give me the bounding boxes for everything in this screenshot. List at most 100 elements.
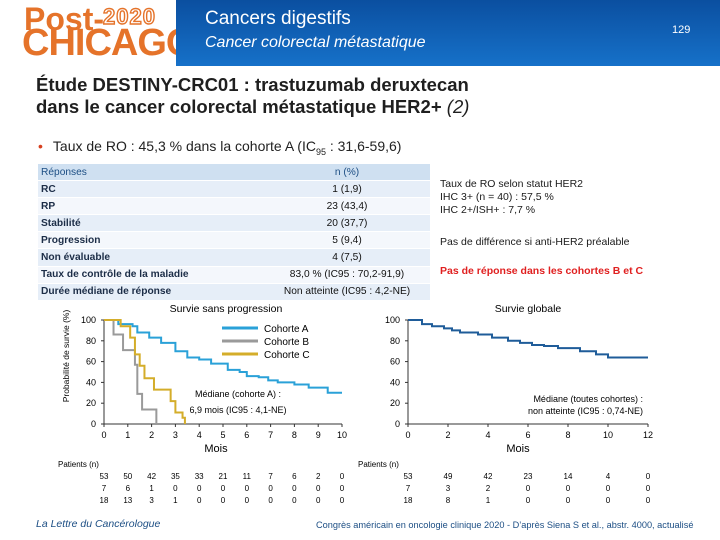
os-x-tick-label: 12 (643, 430, 653, 440)
pfs-risk-value: 13 (123, 496, 132, 505)
pfs-title: Survie sans progression (170, 303, 283, 315)
os-curve-toutes-cohortes (408, 319, 648, 359)
bullet-text-sub: 95 (315, 146, 326, 157)
pfs-risk-value: 0 (316, 496, 321, 505)
table-cell-value: 1 (1,9) (264, 180, 430, 199)
response-table: Réponses n (%) RC 1 (1,9) RP 23 (43,4) Sta… (38, 164, 430, 301)
header-subtitle: Cancer colorectal métastatique (205, 34, 426, 51)
bullet-text-pre: Taux de RO : 45,3 % dans la cohorte A (I… (52, 138, 316, 154)
os-risk-value: 42 (484, 472, 493, 481)
legend-label-cohort-b: Cohorte B (264, 337, 309, 348)
os-risk-value: 7 (406, 484, 411, 493)
pfs-risk-value: 3 (149, 496, 154, 505)
table-cell-value: 5 (9,4) (264, 231, 430, 250)
os-risk-value: 0 (606, 484, 611, 493)
pfs-y-tick-label: 60 (86, 357, 96, 367)
legend-label-cohort-a: Cohorte A (264, 324, 309, 335)
pfs-risk-value: 18 (100, 496, 109, 505)
pfs-patients-label: Patients (n) (58, 460, 99, 469)
pfs-y-tick-label: 40 (86, 377, 96, 387)
pfs-median-line2: 6,9 mois (IC95 : 4,1-NE) (189, 405, 286, 415)
footer-reference: Congrès américain en oncologie clinique … (316, 520, 694, 530)
slide-title-line2-text: dans le cancer colorectal métastatique H… (36, 96, 447, 117)
os-risk-value: 8 (446, 496, 451, 505)
pfs-curve-cohorte-a (104, 319, 342, 394)
logo-year-text: 2020 (102, 4, 156, 29)
os-xlabel: Mois (506, 443, 530, 455)
pfs-x-tick-label: 9 (316, 430, 321, 440)
slide-title-line2: dans le cancer colorectal métastatique H… (36, 96, 469, 118)
pfs-x-tick-label: 0 (101, 430, 106, 440)
pfs-risk-value: 0 (340, 472, 345, 481)
pfs-risk-value: 1 (173, 496, 178, 505)
pfs-risk-value: 0 (316, 484, 321, 493)
pfs-y-tick-label: 100 (81, 315, 96, 325)
pfs-risk-value: 11 (243, 472, 252, 481)
os-x-tick-label: 4 (485, 430, 490, 440)
table-row: Durée médiane de réponse Non atteinte (IC… (38, 283, 430, 301)
pfs-x-tick-label: 3 (173, 430, 178, 440)
pfs-risk-value: 2 (316, 472, 321, 481)
os-patients-label: Patients (n) (358, 460, 399, 469)
table-cell-label: Non évaluable (38, 248, 264, 267)
os-y-tick-label: 80 (390, 336, 400, 346)
pfs-x-tick-label: 8 (292, 430, 297, 440)
os-x-tick-label: 0 (405, 430, 410, 440)
slide-title-suffix: (2) (446, 96, 470, 117)
pfs-median-line1: Médiane (cohorte A) : (195, 389, 281, 399)
pfs-curve-cohorte-c (104, 319, 186, 424)
survival-charts: Survie sans progression Probabilité de s… (58, 303, 653, 505)
os-risk-value: 1 (486, 496, 491, 505)
os-median-line2: non atteinte (IC95 : 0,74-NE) (528, 406, 643, 416)
os-y-tick-label: 40 (390, 377, 400, 387)
pfs-y-tick-label: 0 (91, 419, 96, 429)
os-risk-value: 0 (566, 496, 571, 505)
pfs-risk-value: 0 (340, 484, 345, 493)
os-risk-value: 0 (646, 496, 651, 505)
table-row: RC 1 (1,9) (38, 180, 430, 199)
pfs-risk-value: 7 (102, 484, 107, 493)
table-cell-value: Non atteinte (IC95 : 4,2-NE) (264, 283, 430, 301)
ro-her2-note: Taux de RO selon statut HER2 IHC 3+ (n =… (440, 178, 583, 217)
no-response-note: Pas de réponse dans les cohortes B et C (440, 265, 644, 277)
ro-bullet: • Taux de RO : 45,3 % dans la cohorte A (… (38, 138, 401, 157)
os-risk-value: 3 (446, 484, 451, 493)
os-risk-value: 4 (606, 472, 611, 481)
table-cell-value: 23 (43,4) (264, 197, 430, 216)
ro-note-line2: IHC 3+ (n = 40) : 57,5 % (440, 191, 554, 203)
pfs-xlabel: Mois (204, 443, 228, 455)
pfs-risk-value: 0 (197, 496, 202, 505)
table-cell-label: Stabilité (38, 214, 264, 233)
pfs-risk-value: 21 (219, 472, 228, 481)
pfs-x-tick-label: 4 (197, 430, 202, 440)
pfs-x-tick-label: 5 (220, 430, 225, 440)
pfs-risk-value: 6 (292, 472, 297, 481)
pfs-risk-value: 0 (173, 484, 178, 493)
os-risk-value: 23 (524, 472, 533, 481)
table-row: Taux de contrôle de la maladie 83,0 % (IC… (38, 266, 430, 284)
pfs-y-tick-label: 20 (86, 398, 96, 408)
pfs-risk-value: 42 (147, 472, 156, 481)
pfs-risk-table: 53 50 42 35 33 21 11 7 6 2 0 7 6 1 0 0 0 0 0 0 0 0 18 13 3 1 0 0 0 0 0… (100, 472, 345, 505)
pfs-curve-cohorte-b (104, 319, 158, 424)
pfs-risk-value: 0 (245, 496, 250, 505)
os-risk-value: 0 (646, 472, 651, 481)
os-risk-table: 53 49 42 23 14 4 0 7 3 2 0 0 0 0 18 8 1 0 0 0 0 (404, 472, 651, 505)
bullet-dot-icon: • (38, 138, 43, 154)
os-median-line1: Médiane (toutes cohortes) : (533, 394, 643, 404)
pfs-plot: 0 20 40 60 80 100 0 1 2 3 4 5 6 7 8 9 10 (81, 315, 347, 440)
logo-post-text: Post- (24, 1, 104, 37)
table-header-row: Réponses n (%) (38, 164, 430, 182)
pfs-risk-value: 0 (292, 496, 297, 505)
table-cell-label: Progression (38, 231, 264, 250)
header-title: Cancers digestifs (205, 8, 351, 29)
table-cell-value: 4 (7,5) (264, 248, 430, 267)
logo (0, 0, 172, 66)
os-y-tick-label: 100 (385, 315, 400, 325)
os-x-tick-label: 8 (565, 430, 570, 440)
pfs-risk-value: 1 (149, 484, 154, 493)
pfs-x-tick-label: 1 (125, 430, 130, 440)
table-cell-label: RC (38, 180, 264, 199)
os-risk-value: 18 (404, 496, 413, 505)
os-risk-value: 0 (566, 484, 571, 493)
